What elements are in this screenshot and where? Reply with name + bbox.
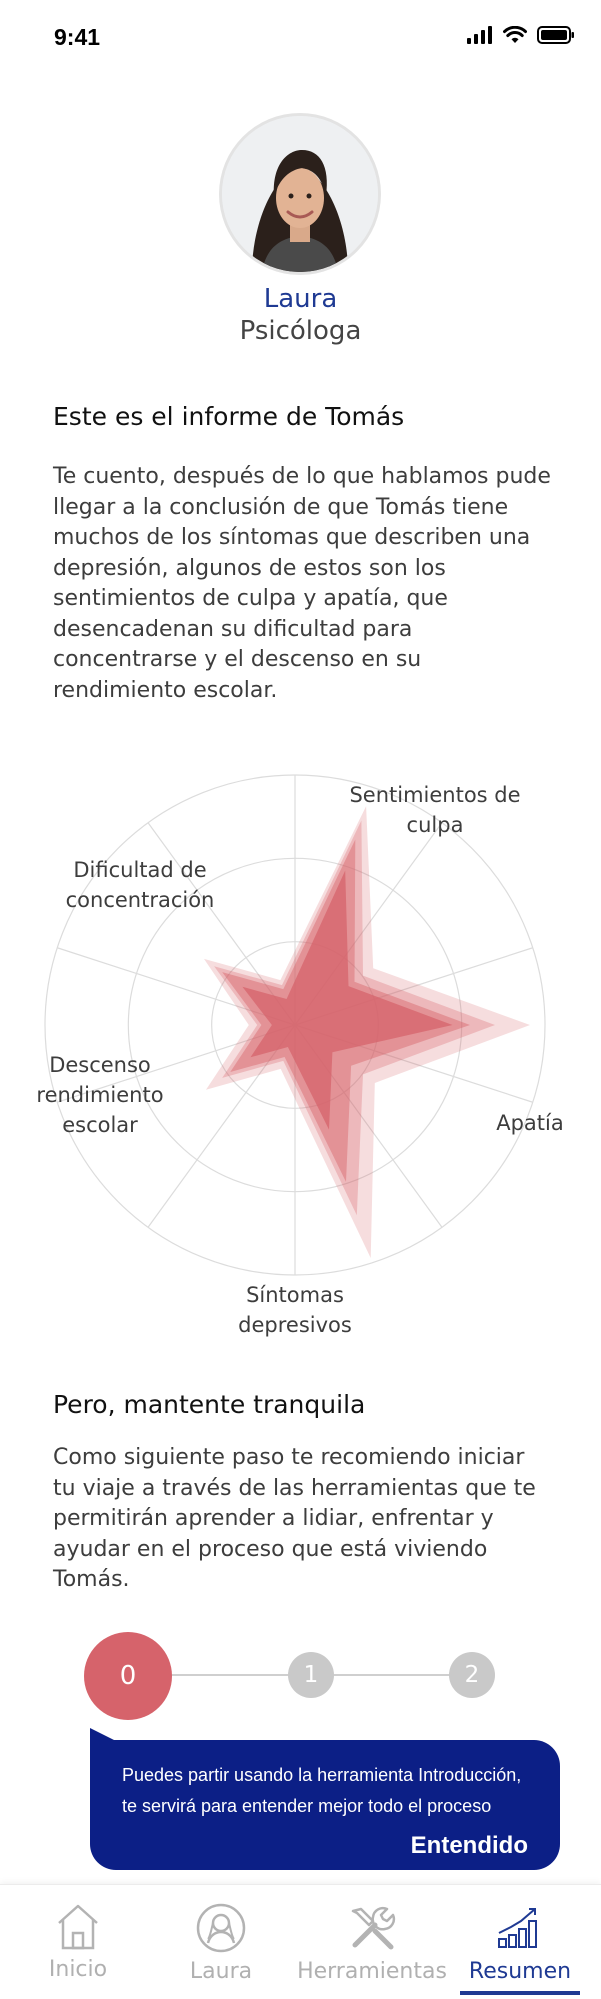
- radar-axis-label-line: Descenso: [49, 1053, 151, 1077]
- wifi-icon: [503, 26, 527, 43]
- signal-icon: [467, 26, 492, 44]
- active-tab-indicator: [460, 1991, 580, 1995]
- tab-resumen-label: Resumen: [468, 1959, 572, 1984]
- status-icons: [467, 26, 575, 44]
- radar-axis-label-line: Apatía: [496, 1111, 564, 1135]
- understood-button[interactable]: Entendido: [410, 1832, 528, 1859]
- radar-axis-label-line: concentración: [65, 888, 215, 912]
- radar-axis-label-line: depresivos: [238, 1313, 352, 1337]
- radar-series-3: [242, 870, 453, 1130]
- tab-inicio[interactable]: Inicio: [28, 1885, 128, 1999]
- home-icon: [58, 1904, 98, 1950]
- radar-svg: [44, 774, 546, 1276]
- status-time: 9:41: [54, 24, 101, 50]
- radar-axis-label-line: rendimiento: [36, 1083, 164, 1107]
- tab-inicio-label: Inicio: [48, 1957, 108, 1982]
- psychologist-name: Laura: [263, 284, 338, 314]
- tooltip-tail: [90, 1728, 118, 1742]
- report-body: Te cuento, después de lo que hablamos pu…: [53, 464, 551, 703]
- tab-resumen[interactable]: Resumen: [460, 1885, 580, 1999]
- radar-axis-label-line: Dificultad de: [73, 858, 207, 882]
- radar-spoke: [147, 1024, 296, 1228]
- calm-title: Pero, mantente tranquila: [53, 1390, 366, 1419]
- psychologist-role: Psicóloga: [239, 316, 362, 346]
- step-2[interactable]: 2: [449, 1652, 495, 1698]
- radar-axis-label-line: escolar: [62, 1113, 138, 1137]
- tools-icon: [351, 1906, 396, 1950]
- step-0[interactable]: 0: [84, 1632, 172, 1720]
- radar-spoke: [57, 1024, 296, 1103]
- radar-axis-label-line: Síntomas: [246, 1283, 344, 1307]
- report-title: Este es el informe de Tomás: [53, 402, 405, 431]
- radar-axis-label-3: Descenso rendimiento escolar: [10, 1050, 190, 1140]
- chart-icon: [498, 1908, 537, 1948]
- calm-body: Como siguiente paso te recomiendo inicia…: [53, 1445, 536, 1592]
- radar-axis-label-line: culpa: [406, 813, 464, 837]
- radar-axis-label-4: Dificultad de concentración: [30, 855, 250, 915]
- radar-axis-label-line: Sentimientos de: [349, 783, 521, 807]
- tab-bar: Inicio Laura Herramientas Resumen: [0, 1884, 601, 1999]
- radar-axis-label-1: Apatía: [470, 1108, 590, 1138]
- tooltip-text: Puedes partir usando la herramienta Intr…: [122, 1765, 522, 1816]
- radar-spoke: [57, 947, 296, 1026]
- tab-herramientas-label: Herramientas: [297, 1959, 447, 1984]
- status-bar: 9:41: [0, 0, 601, 80]
- step-1[interactable]: 1: [288, 1652, 334, 1698]
- tab-herramientas[interactable]: Herramientas: [292, 1885, 452, 1999]
- radar-chart: Sentimientos de culpa Apatía Síntomas depres…: [0, 760, 601, 1360]
- radar-spoke: [147, 822, 296, 1026]
- stepper: 0 1 2: [0, 1630, 601, 1720]
- radar-axis-label-2: Síntomas depresivos: [210, 1280, 380, 1340]
- tooltip-bubble: Puedes partir usando la herramienta Intr…: [90, 1740, 560, 1870]
- tab-laura[interactable]: Laura: [171, 1885, 271, 1999]
- radar-axis-label-0: Sentimientos de culpa: [330, 780, 540, 840]
- avatar: [222, 116, 378, 272]
- tab-laura-label: Laura: [189, 1959, 253, 1984]
- battery-icon: [537, 26, 574, 44]
- person-icon: [196, 1903, 246, 1953]
- avatar-portrait: [222, 116, 378, 272]
